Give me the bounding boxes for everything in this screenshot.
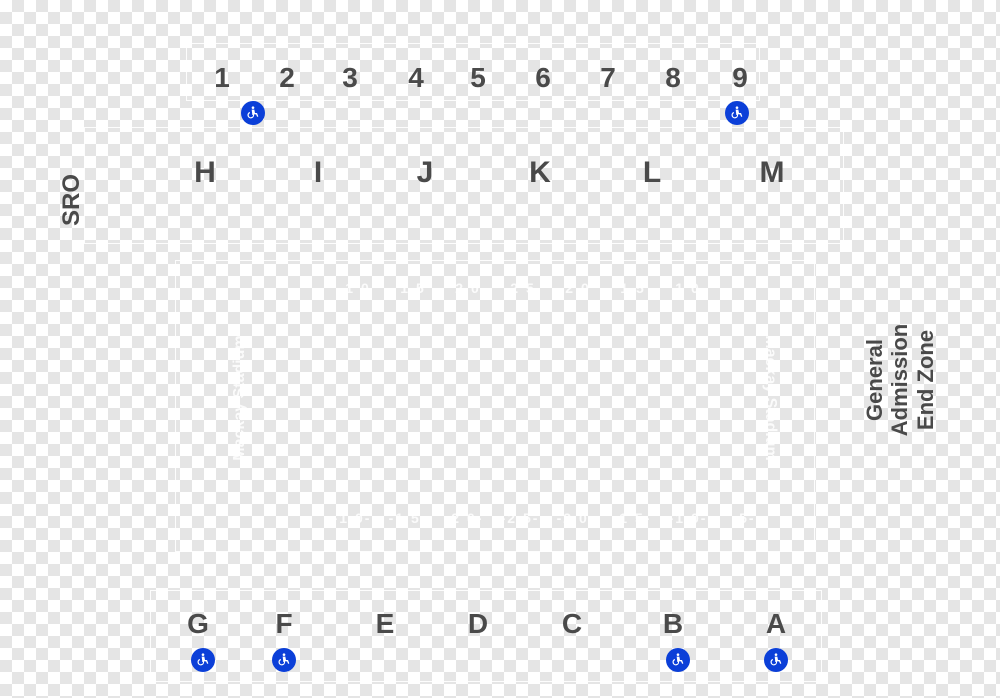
yard-marker: 2 5 bbox=[510, 280, 535, 296]
wheelchair-icon[interactable] bbox=[272, 648, 296, 672]
yard-marker: 1 0 bbox=[675, 280, 700, 296]
section-d[interactable]: D bbox=[468, 608, 488, 640]
yard-marker: -2 5- bbox=[501, 510, 540, 526]
outline-field bbox=[175, 260, 815, 552]
yard-marker: 1 5 bbox=[400, 280, 425, 296]
wheelchair-icon[interactable] bbox=[241, 101, 265, 125]
field-name-right: Mackay Stadium bbox=[761, 335, 779, 460]
wheelchair-glyph bbox=[768, 652, 784, 668]
section-k[interactable]: K bbox=[529, 156, 551, 190]
section-m[interactable]: M bbox=[760, 156, 785, 190]
section-3[interactable]: 3 bbox=[342, 62, 358, 94]
yard-marker: -1 5- bbox=[613, 510, 652, 526]
section-g[interactable]: G bbox=[187, 608, 209, 640]
yard-marker: 2 0 bbox=[455, 280, 480, 296]
ga-line-3: End Zone bbox=[913, 324, 938, 436]
section-sro[interactable]: SRO bbox=[58, 174, 86, 226]
wheelchair-glyph bbox=[670, 652, 686, 668]
section-b[interactable]: B bbox=[663, 608, 683, 640]
section-c[interactable]: C bbox=[562, 608, 582, 640]
wheelchair-icon[interactable] bbox=[764, 648, 788, 672]
yard-marker: 2 0 bbox=[565, 280, 590, 296]
yard-marker: 1 0 bbox=[345, 280, 370, 296]
yard-marker: -2 0- bbox=[445, 510, 484, 526]
wheelchair-glyph bbox=[245, 105, 261, 121]
section-8[interactable]: 8 bbox=[665, 62, 681, 94]
wheelchair-glyph bbox=[195, 652, 211, 668]
yard-marker: -2 0- bbox=[557, 510, 596, 526]
section-l[interactable]: L bbox=[643, 156, 661, 190]
section-ga-endzone[interactable]: General Admission End Zone bbox=[862, 324, 938, 436]
wheelchair-icon[interactable] bbox=[725, 101, 749, 125]
wheelchair-glyph bbox=[729, 105, 745, 121]
section-h[interactable]: H bbox=[194, 156, 216, 190]
wheelchair-icon[interactable] bbox=[191, 648, 215, 672]
section-9[interactable]: 9 bbox=[732, 62, 748, 94]
section-j[interactable]: J bbox=[417, 156, 434, 190]
field-name-left: Mackay Stadium bbox=[231, 335, 249, 460]
yard-marker: -1 0- bbox=[333, 510, 372, 526]
section-i[interactable]: I bbox=[314, 156, 322, 190]
yard-marker: -1 0- bbox=[669, 510, 708, 526]
section-5[interactable]: 5 bbox=[470, 62, 486, 94]
section-e[interactable]: E bbox=[376, 608, 395, 640]
yard-marker: 1 5 bbox=[620, 280, 645, 296]
section-a[interactable]: A bbox=[766, 608, 786, 640]
section-7[interactable]: 7 bbox=[600, 62, 616, 94]
yard-marker: -1 5- bbox=[389, 510, 428, 526]
wheelchair-icon[interactable] bbox=[666, 648, 690, 672]
yard-marker: -5- bbox=[732, 510, 755, 526]
ga-line-1: General bbox=[862, 324, 887, 436]
section-f[interactable]: F bbox=[275, 608, 292, 640]
wheelchair-glyph bbox=[276, 652, 292, 668]
section-6[interactable]: 6 bbox=[535, 62, 551, 94]
ga-line-2: Admission bbox=[887, 324, 912, 436]
section-1[interactable]: 1 bbox=[214, 62, 230, 94]
section-4[interactable]: 4 bbox=[408, 62, 424, 94]
section-2[interactable]: 2 bbox=[279, 62, 295, 94]
seating-chart: 1 2 3 4 5 6 7 8 9 H I J K L M SRO Genera… bbox=[0, 0, 1000, 698]
